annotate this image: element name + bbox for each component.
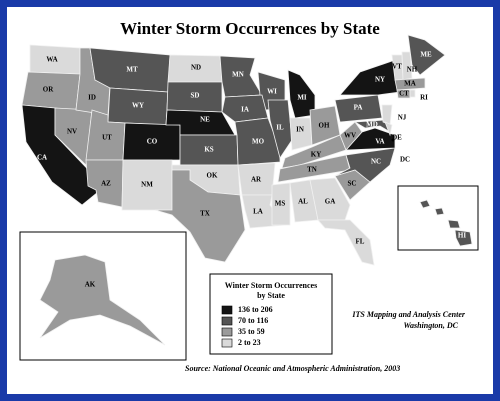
state-label: ID (88, 94, 96, 102)
state-shape (384, 121, 393, 137)
state-label: NE (200, 116, 210, 124)
state-shape (267, 99, 293, 159)
state-label: AL (298, 198, 308, 206)
state-label: AK (85, 281, 96, 289)
state-label: ME (420, 51, 432, 59)
legend-subtitle: by State (257, 291, 285, 300)
dc-label: DC (400, 156, 410, 164)
state-label: MN (232, 71, 244, 79)
state-label: FL (356, 238, 365, 246)
state-label: NY (375, 76, 385, 84)
state-label: TN (307, 166, 317, 174)
state-label: NC (371, 158, 381, 166)
hawaii-inset (397, 185, 479, 251)
legend-label: 2 to 23 (238, 338, 261, 347)
state-shape (419, 199, 431, 209)
state-label: DE (392, 134, 402, 142)
state-shape (334, 147, 396, 183)
state-label: IL (276, 124, 284, 132)
state-label: WY (132, 102, 144, 110)
legend-label: 70 to 116 (238, 316, 268, 325)
legend-label: 35 to 59 (238, 327, 265, 336)
state-label: OR (43, 86, 54, 94)
state-shape (234, 117, 281, 166)
state-label: WI (267, 88, 277, 96)
state-shape (447, 219, 461, 229)
state-shape (401, 51, 413, 81)
state-label: OH (319, 122, 330, 130)
state-shape (409, 89, 416, 98)
state-labels: WA OR CA NV ID MT WY UT AZ CO NM ND SD NE KS OK TX MN WI IA… (37, 51, 466, 289)
state-label: HI (458, 232, 466, 240)
state-label: SC (348, 180, 357, 188)
state-label: OK (207, 172, 218, 180)
state-label: MO (252, 138, 265, 146)
state-label: NV (67, 128, 77, 136)
state-shape (334, 94, 383, 123)
state-label: NJ (398, 114, 407, 122)
state-label: NH (407, 66, 418, 74)
state-shape (353, 119, 391, 133)
state-shape (394, 77, 426, 91)
state-shape (289, 117, 313, 151)
state-shape (271, 182, 291, 226)
state-label: TX (200, 210, 210, 218)
state-label: AZ (101, 180, 111, 188)
state-label: KS (204, 146, 213, 154)
state-label: MS (275, 200, 286, 208)
state-shape (434, 207, 445, 216)
legend-swatch (221, 305, 233, 315)
state-label: VT (392, 63, 402, 71)
state-label: RI (420, 94, 428, 102)
state-shape (317, 219, 375, 266)
state-label: ND (191, 64, 201, 72)
state-label: MA (404, 80, 416, 88)
title: Winter Storm Occurrences by State (120, 19, 380, 38)
state-label: CT (399, 90, 409, 98)
state-shape (39, 254, 166, 346)
state-label: CA (37, 154, 47, 162)
state-shape (309, 177, 351, 221)
state-label: KY (311, 151, 322, 159)
state-label: VA (375, 138, 384, 146)
state-shape (381, 104, 393, 126)
state-label: WA (46, 56, 57, 64)
state-label: GA (325, 198, 336, 206)
legend-swatch (221, 316, 233, 326)
state-label: CO (147, 138, 158, 146)
state-label: IA (241, 106, 249, 114)
state-shape (396, 89, 411, 99)
state-shape (407, 34, 446, 76)
state-label: MI (297, 94, 307, 102)
state-shape (454, 229, 473, 247)
credit-line: ITS Mapping and Analysis Center (351, 310, 466, 319)
state-label: SD (191, 92, 200, 100)
state-label: LA (253, 208, 263, 216)
alaska-inset (19, 231, 187, 361)
state-shape (339, 121, 363, 151)
source: Source: National Oceanic and Atmospheric… (185, 364, 400, 373)
state-label: NM (141, 181, 153, 189)
states (21, 34, 473, 346)
legend-items: 136 to 206 70 to 116 35 to 59 2 to 23 (221, 305, 273, 348)
dc-dot (391, 138, 395, 142)
state-label: PA (354, 104, 363, 112)
state-shape (154, 169, 246, 263)
legend-title: Winter Storm Occurrences (225, 281, 317, 290)
legend-swatch (221, 338, 233, 348)
credit-line: Washington, DC (403, 321, 458, 330)
state-label: WV (344, 132, 356, 140)
state-label: MD (366, 121, 378, 129)
state-label: UT (102, 134, 112, 142)
state-label: IN (296, 126, 304, 134)
state-label: MT (126, 66, 138, 74)
legend-label: 136 to 206 (238, 305, 273, 314)
legend-swatch (221, 327, 233, 337)
state-label: AR (251, 176, 262, 184)
